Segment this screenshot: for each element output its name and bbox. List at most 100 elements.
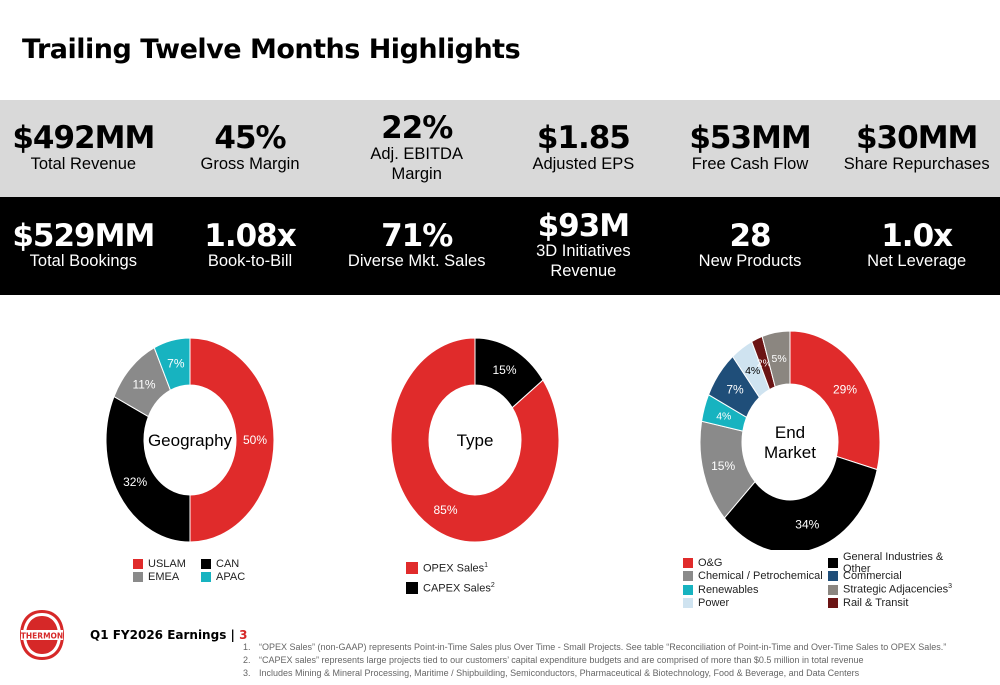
legend-label: Strategic Adjacencies3 bbox=[843, 583, 953, 597]
metric-value: 1.08x bbox=[204, 217, 296, 254]
metric-label: New Products bbox=[698, 252, 802, 271]
legend-label: CAN bbox=[216, 557, 240, 570]
metric-value: $529MM bbox=[12, 217, 155, 254]
metric-value: 22% bbox=[381, 110, 453, 147]
legend-label: OPEX Sales1 bbox=[423, 561, 489, 575]
slice-capex-sales bbox=[474, 337, 544, 409]
legend-label: APAC bbox=[216, 571, 246, 584]
metric-label: Net Leverage bbox=[867, 252, 967, 271]
donut-chart-0: 50% 32% 11% 7% Geography bbox=[105, 337, 275, 543]
slice-o-g bbox=[789, 330, 881, 471]
legend-swatch bbox=[828, 571, 838, 582]
metric-value: 45% bbox=[214, 120, 286, 157]
metric-diverse-mkt-sales: 71% Diverse Mkt. Sales bbox=[333, 197, 500, 295]
legend-grid: O&G General Industries & Other Chemical / … bbox=[683, 551, 973, 611]
slice-strategic-adjacencies bbox=[761, 330, 791, 388]
slice-label: 15% bbox=[492, 363, 516, 377]
legend-label: USLAM bbox=[148, 557, 186, 570]
legend-swatch bbox=[828, 584, 838, 595]
slice-uslam bbox=[189, 337, 275, 543]
legend-swatch bbox=[828, 557, 838, 568]
legend-swatch bbox=[406, 562, 418, 574]
legend-grid: USLAM CAN EMEA APAC bbox=[133, 557, 269, 584]
legend-label: General Industries & Other bbox=[843, 550, 944, 575]
legend-grid: OPEX Sales1 CAPEX Sales2 bbox=[406, 558, 526, 598]
metric-total-bookings: $529MM Total Bookings bbox=[0, 197, 167, 295]
metrics-band-bottom: $529MM Total Bookings 1.08x Book-to-Bill… bbox=[0, 197, 1000, 295]
legend-label: Commercial bbox=[843, 570, 902, 583]
slice-opex-sales bbox=[390, 337, 560, 543]
slice-label: 85% bbox=[433, 503, 457, 517]
legend-footnote-ref: 3 bbox=[948, 583, 953, 591]
slice-can bbox=[105, 395, 191, 543]
slice-label: 15% bbox=[711, 459, 735, 473]
legend-item: CAPEX Sales2 bbox=[406, 578, 526, 598]
page-title: Trailing Twelve Months Highlights bbox=[22, 34, 521, 65]
donut-charts: 50% 32% 11% 7% Geography 85% 15% Type 29% 34% 15% 4… bbox=[105, 330, 881, 550]
metric-value: $30MM bbox=[855, 120, 978, 157]
metric-value: $93M bbox=[537, 207, 631, 244]
footnote-number: 3. bbox=[243, 668, 251, 678]
legend-swatch bbox=[683, 598, 693, 609]
donut-chart-1: 85% 15% Type bbox=[390, 337, 560, 543]
metric-value: 1.0x bbox=[881, 217, 953, 254]
legend-swatch bbox=[828, 598, 838, 609]
legend-item: O&G bbox=[683, 556, 828, 570]
geography-legend: USLAM CAN EMEA APAC bbox=[133, 557, 269, 584]
legend-item: General Industries & Other bbox=[828, 551, 973, 575]
legend-swatch bbox=[133, 572, 143, 583]
metric-free-cash-flow: $53MM Free Cash Flow bbox=[667, 100, 834, 197]
legend-footnote-ref: 2 bbox=[490, 581, 495, 589]
legend-swatch bbox=[406, 582, 418, 594]
footnote-number: 2. bbox=[243, 655, 251, 665]
slice-label: 7% bbox=[167, 356, 185, 370]
slice-label: 4% bbox=[745, 365, 760, 377]
legend-label: O&G bbox=[698, 556, 723, 569]
metric-new-products: 28 New Products bbox=[667, 197, 834, 295]
chart-center-title: Geography bbox=[148, 431, 233, 450]
page-number: 3 bbox=[239, 628, 248, 642]
metric-gross-margin: 45% Gross Margin bbox=[167, 100, 334, 197]
legend-item: USLAM bbox=[133, 557, 201, 571]
legend-label: Power bbox=[698, 597, 730, 610]
legend-item: Strategic Adjacencies3 bbox=[828, 583, 973, 597]
chart-center-title: Market bbox=[764, 443, 816, 462]
legend-item: Rail & Transit bbox=[828, 597, 973, 611]
legend-swatch bbox=[683, 557, 693, 568]
metric-total-revenue: $492MM Total Revenue bbox=[0, 100, 167, 197]
metric-label: Share Repurchases bbox=[843, 154, 990, 173]
slice-label: 50% bbox=[243, 433, 267, 447]
slice-label: 7% bbox=[726, 383, 744, 397]
legend-footnote-ref: 1 bbox=[484, 561, 489, 569]
metric-net-leverage: 1.0x Net Leverage bbox=[833, 197, 1000, 295]
metric-label: Gross Margin bbox=[200, 154, 300, 173]
legend-item: Power bbox=[683, 597, 828, 611]
legend-item: OPEX Sales1 bbox=[406, 558, 526, 578]
type-legend: OPEX Sales1 CAPEX Sales2 bbox=[406, 558, 526, 598]
metric-label: Total Revenue bbox=[30, 154, 137, 173]
slice-general-industries-other bbox=[723, 455, 878, 550]
footnote-1: 1. “OPEX Sales” (non-GAAP) represents Po… bbox=[243, 641, 993, 654]
metric-label: Adj. EBITDA Margin bbox=[370, 144, 463, 183]
legend-label: Renewables bbox=[698, 583, 759, 596]
metric-share-repurchases: $30MM Share Repurchases bbox=[833, 100, 1000, 197]
legend-swatch bbox=[683, 571, 693, 582]
metric-book-to-bill: 1.08x Book-to-Bill bbox=[167, 197, 334, 295]
metric-value: $1.85 bbox=[536, 120, 631, 157]
footnote-number: 1. bbox=[243, 642, 251, 652]
slice-apac bbox=[153, 337, 191, 391]
legend-label: EMEA bbox=[148, 571, 180, 584]
legend-swatch bbox=[133, 558, 143, 569]
metrics-band-top: $492MM Total Revenue 45% Gross Margin 22… bbox=[0, 100, 1000, 197]
legend-item: Renewables bbox=[683, 583, 828, 597]
metric-label: 3D Initiatives Revenue bbox=[536, 242, 631, 281]
slice-label: 32% bbox=[123, 475, 147, 489]
metric-label: Adjusted EPS bbox=[532, 154, 635, 173]
metric-label: Book-to-Bill bbox=[207, 252, 293, 271]
earnings-text: Q1 FY2026 Earnings | bbox=[90, 628, 240, 642]
metric-adj-ebitda-margin: 22% Adj. EBITDA Margin bbox=[333, 100, 500, 197]
legend-swatch bbox=[201, 572, 211, 583]
footnote-3: 3. Includes Mining & Mineral Processing,… bbox=[243, 667, 993, 680]
legend-item: EMEA bbox=[133, 571, 201, 585]
